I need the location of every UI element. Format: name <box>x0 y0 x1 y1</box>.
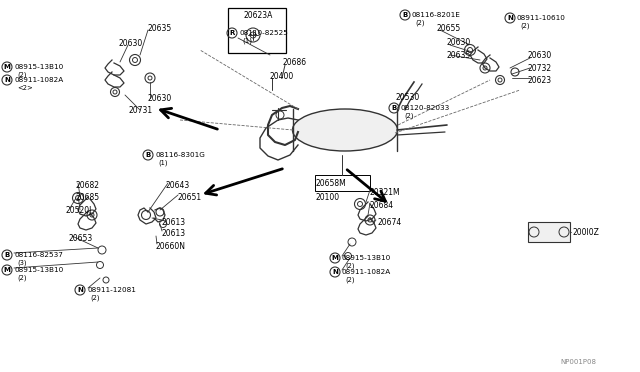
Text: (3): (3) <box>17 260 26 266</box>
Text: 20682: 20682 <box>75 180 99 189</box>
Text: 20731: 20731 <box>128 106 152 115</box>
Text: 08116-8301G: 08116-8301G <box>155 152 205 158</box>
Text: 20623: 20623 <box>528 76 552 84</box>
Text: (2): (2) <box>404 113 413 119</box>
Text: N: N <box>507 15 513 21</box>
Text: 20613: 20613 <box>162 218 186 227</box>
Bar <box>315 175 370 191</box>
Text: 08116-8201E: 08116-8201E <box>412 12 461 18</box>
Bar <box>228 8 286 53</box>
Bar <box>528 222 570 242</box>
Text: 20643: 20643 <box>165 180 189 189</box>
Text: 20674: 20674 <box>378 218 403 227</box>
Text: N: N <box>4 77 10 83</box>
Text: 200I0Z: 200I0Z <box>573 228 600 237</box>
Text: 20321M: 20321M <box>370 187 401 196</box>
Ellipse shape <box>292 109 397 151</box>
Text: <2>: <2> <box>17 85 33 91</box>
Text: 08911-12081: 08911-12081 <box>87 287 136 293</box>
Text: M: M <box>332 255 339 261</box>
Text: M: M <box>4 267 10 273</box>
Text: B: B <box>403 12 408 18</box>
Text: (2): (2) <box>90 295 99 301</box>
Text: 08915-13B10: 08915-13B10 <box>14 64 63 70</box>
Text: 08911-1082A: 08911-1082A <box>14 77 63 83</box>
Text: 20630: 20630 <box>528 51 552 60</box>
Text: 20653: 20653 <box>68 234 92 243</box>
Text: 08911-1082A: 08911-1082A <box>342 269 391 275</box>
Text: (2): (2) <box>345 263 355 269</box>
Text: B: B <box>4 252 10 258</box>
Text: 20530: 20530 <box>396 93 420 102</box>
Text: 20520J: 20520J <box>65 205 92 215</box>
Text: 0B120-82033: 0B120-82033 <box>401 105 451 111</box>
Text: 20684: 20684 <box>370 201 394 209</box>
Text: 20660N: 20660N <box>155 241 185 250</box>
Text: (2): (2) <box>415 20 424 26</box>
Text: (2): (2) <box>17 275 26 281</box>
Text: (1): (1) <box>242 38 252 44</box>
Text: (2): (2) <box>345 277 355 283</box>
Text: N: N <box>332 269 338 275</box>
Text: 20635: 20635 <box>148 23 172 32</box>
Text: (2): (2) <box>17 72 26 78</box>
Text: 20630: 20630 <box>447 38 471 46</box>
Text: NP001P08: NP001P08 <box>560 359 596 365</box>
Text: 20613: 20613 <box>162 228 186 237</box>
Text: 20630: 20630 <box>118 38 142 48</box>
Text: (1): (1) <box>158 160 168 166</box>
Text: B: B <box>145 152 150 158</box>
Text: 20651: 20651 <box>178 192 202 202</box>
Text: M: M <box>4 64 10 70</box>
Text: 20686: 20686 <box>283 58 307 67</box>
Text: 08915-13B10: 08915-13B10 <box>14 267 63 273</box>
Text: 20100: 20100 <box>316 192 340 202</box>
Text: 08116-82537: 08116-82537 <box>14 252 63 258</box>
Text: 20732: 20732 <box>528 64 552 73</box>
Text: 08110-82525: 08110-82525 <box>240 30 289 36</box>
Text: B: B <box>392 105 397 111</box>
Text: 20655: 20655 <box>437 23 461 32</box>
Text: 20658M: 20658M <box>316 179 347 187</box>
Text: 08915-13B10: 08915-13B10 <box>342 255 391 261</box>
Text: 20630: 20630 <box>148 93 172 103</box>
Text: 20400: 20400 <box>270 71 294 80</box>
Text: 20623A: 20623A <box>243 10 273 19</box>
Text: 20635: 20635 <box>447 51 471 60</box>
Text: 20685: 20685 <box>75 192 99 202</box>
Text: (2): (2) <box>520 23 529 29</box>
Text: 08911-10610: 08911-10610 <box>517 15 566 21</box>
Text: R: R <box>229 30 235 36</box>
Text: N: N <box>77 287 83 293</box>
